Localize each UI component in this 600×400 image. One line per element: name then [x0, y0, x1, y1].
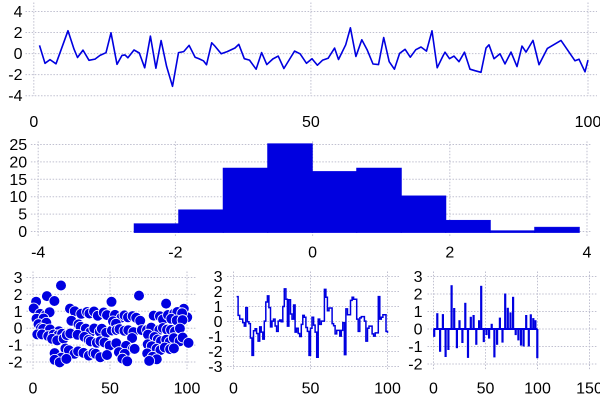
- svg-text:2: 2: [14, 25, 23, 42]
- svg-text:50: 50: [302, 114, 320, 131]
- svg-text:0: 0: [18, 224, 27, 241]
- svg-text:100: 100: [374, 380, 401, 397]
- svg-text:0: 0: [229, 380, 238, 397]
- svg-text:50: 50: [477, 380, 495, 397]
- svg-text:100: 100: [174, 380, 201, 397]
- svg-text:10: 10: [9, 189, 27, 206]
- svg-text:0: 0: [29, 380, 38, 397]
- svg-text:3: 3: [414, 269, 423, 286]
- svg-text:50: 50: [101, 380, 119, 397]
- svg-text:0: 0: [429, 380, 438, 397]
- svg-text:0: 0: [414, 322, 423, 339]
- svg-text:-2: -2: [208, 344, 222, 361]
- svg-text:-1: -1: [408, 339, 422, 356]
- svg-text:4: 4: [583, 245, 592, 262]
- svg-text:0: 0: [214, 314, 223, 331]
- svg-text:5: 5: [18, 207, 27, 224]
- svg-text:20: 20: [9, 154, 27, 171]
- svg-text:100: 100: [575, 114, 600, 131]
- svg-text:-4: -4: [31, 245, 45, 262]
- svg-text:-2: -2: [8, 355, 22, 372]
- svg-text:-4: -4: [8, 88, 22, 105]
- svg-text:150: 150: [576, 380, 600, 397]
- svg-text:3: 3: [14, 270, 23, 287]
- svg-text:3: 3: [214, 269, 223, 286]
- svg-text:0: 0: [14, 46, 23, 63]
- svg-text:-3: -3: [208, 359, 222, 376]
- svg-text:15: 15: [9, 172, 27, 189]
- svg-text:2: 2: [414, 287, 423, 304]
- svg-text:25: 25: [9, 137, 27, 154]
- svg-text:0: 0: [308, 245, 317, 262]
- svg-text:1: 1: [414, 304, 423, 321]
- svg-text:50: 50: [302, 380, 320, 397]
- svg-text:-2: -2: [8, 67, 22, 84]
- svg-text:-2: -2: [168, 245, 182, 262]
- svg-text:4: 4: [14, 4, 23, 21]
- svg-text:-1: -1: [208, 329, 222, 346]
- svg-text:2: 2: [14, 287, 23, 304]
- svg-text:-1: -1: [8, 338, 22, 355]
- svg-text:-2: -2: [408, 357, 422, 374]
- svg-text:0: 0: [14, 321, 23, 338]
- svg-text:2: 2: [445, 245, 454, 262]
- svg-text:1: 1: [214, 299, 223, 316]
- svg-text:2: 2: [214, 284, 223, 301]
- svg-text:0: 0: [29, 114, 38, 131]
- svg-text:1: 1: [14, 304, 23, 321]
- svg-text:100: 100: [524, 380, 551, 397]
